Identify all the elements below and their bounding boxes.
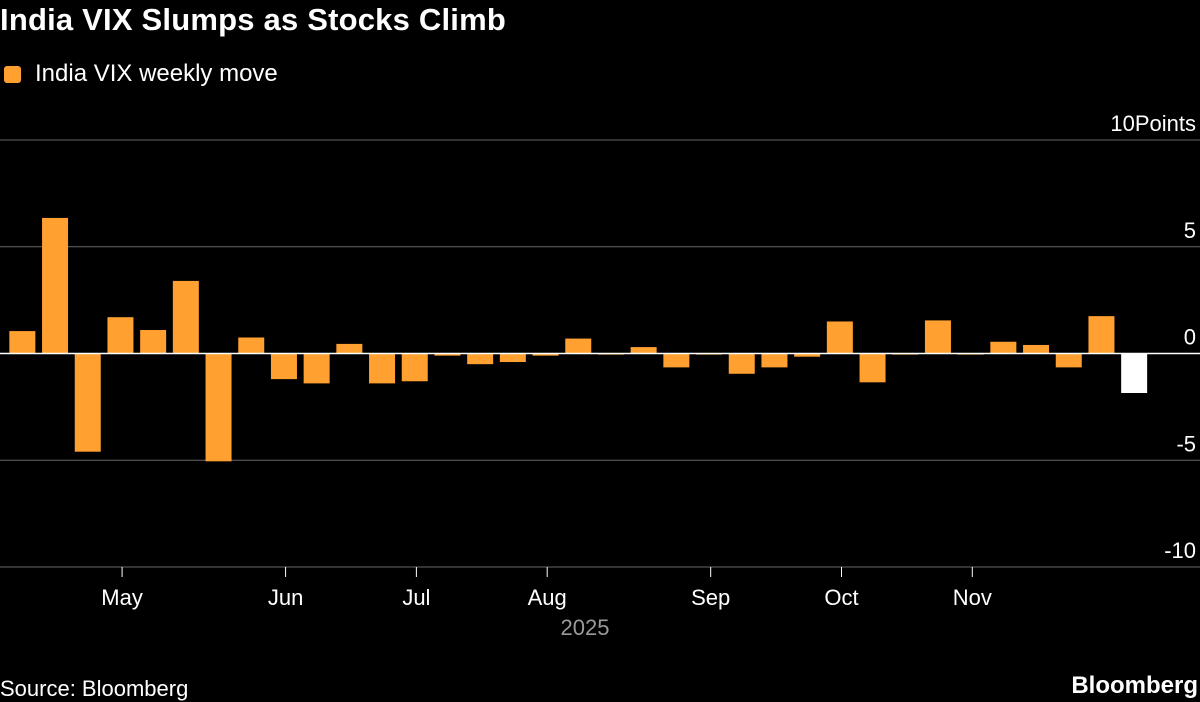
x-tick-label: Oct [824, 585, 858, 610]
bar [630, 347, 657, 354]
bar [1023, 344, 1050, 354]
bar [826, 321, 853, 354]
bar [303, 353, 330, 384]
legend: India VIX weekly move [4, 60, 278, 88]
x-axis-year-label: 2025 [561, 615, 610, 640]
bar [107, 317, 134, 354]
y-tick-label: -5 [1176, 431, 1196, 456]
bar [336, 343, 363, 354]
y-tick-label: -10 [1164, 538, 1196, 563]
x-tick-label: Jun [268, 585, 303, 610]
bar [1088, 316, 1115, 354]
y-tick-label: 0 [1184, 325, 1196, 350]
bar [663, 353, 690, 368]
chart-area: 10Points 5 0 -5 -10 May Jun Jul Aug Sep Oct Nov 20… [0, 111, 1200, 640]
bar [401, 353, 428, 382]
chart-title: India VIX Slumps as Stocks Climb [0, 2, 506, 37]
bar-latest [1121, 353, 1148, 393]
bar [990, 341, 1017, 354]
bar [205, 353, 232, 462]
bar [369, 353, 396, 384]
bar [42, 217, 69, 354]
bar [794, 353, 821, 357]
bar [434, 353, 461, 356]
legend-swatch [4, 65, 21, 83]
bar [74, 353, 101, 452]
bar [499, 353, 526, 363]
x-tick-label: Jul [402, 585, 430, 610]
y-tick-label: 10Points [1110, 111, 1196, 136]
x-axis-ticks: May Jun Jul Aug Sep Oct Nov [101, 567, 992, 610]
y-axis-ticks: 10Points 5 0 -5 -10 [1110, 111, 1196, 563]
x-tick-label: Aug [528, 585, 567, 610]
bar [172, 280, 199, 354]
bar [467, 353, 494, 365]
x-tick-label: Nov [953, 585, 992, 610]
bar [238, 337, 265, 354]
x-tick-label: Sep [691, 585, 730, 610]
bar [924, 320, 951, 354]
bar [1055, 353, 1082, 368]
bar [270, 353, 297, 380]
legend-label: India VIX weekly move [35, 60, 278, 87]
bars [9, 217, 1148, 462]
bar [728, 353, 755, 374]
bar [859, 353, 886, 383]
gridlines [0, 139, 1200, 568]
x-tick-label: May [101, 585, 143, 610]
bar [565, 338, 592, 354]
bar [9, 331, 36, 354]
brand-logo-text: Bloomberg [1071, 672, 1198, 699]
source-note: Source: Bloomberg [0, 676, 189, 701]
bar [532, 353, 559, 356]
bar [140, 330, 167, 354]
bar [761, 353, 788, 368]
y-tick-label: 5 [1184, 218, 1196, 243]
